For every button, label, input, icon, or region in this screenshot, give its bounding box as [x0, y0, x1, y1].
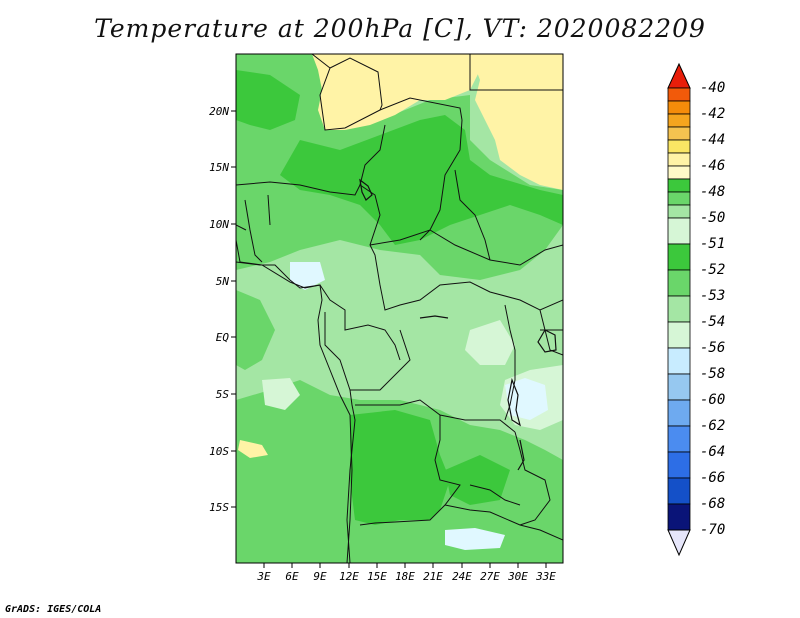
colorbar-label: -66 — [700, 470, 725, 486]
lon-label: 15E — [367, 570, 387, 583]
colorbar-label: -40 — [700, 80, 725, 96]
colorbar-segment — [667, 217, 691, 245]
colorbar-label: -42 — [700, 106, 725, 122]
colorbar-labels: -40 -42 -44 -46 -48 -50 -51 -52 -53 -54 … — [700, 80, 725, 538]
colorbar-segment — [667, 100, 691, 115]
colorbar-label: -64 — [700, 444, 725, 460]
colorbar-segment — [667, 269, 691, 297]
colorbar-segment — [667, 425, 691, 453]
colorbar-segment — [667, 321, 691, 349]
colorbar-label: -56 — [700, 340, 725, 356]
lat-label: 15S — [209, 501, 229, 514]
colorbar-segment — [667, 347, 691, 375]
colorbar-label: -46 — [700, 158, 725, 174]
grads-credit: GrADS: IGES/COLA — [5, 604, 102, 615]
colorbar-segment — [667, 477, 691, 505]
lat-label: 20N — [209, 105, 229, 118]
latitude-axis — [231, 110, 236, 508]
band-51-west — [236, 70, 300, 130]
colorbar-segment — [667, 178, 691, 193]
colorbar-segment — [667, 373, 691, 401]
colorbar-segment — [667, 295, 691, 323]
country-borders — [236, 54, 563, 563]
longitude-axis — [263, 563, 547, 568]
colorbar-segment — [667, 152, 691, 167]
lake-outlines — [359, 178, 557, 471]
lon-label: 3E — [256, 570, 271, 583]
lat-label: 5S — [216, 388, 230, 401]
colorbar-bottom-arrow — [667, 529, 691, 557]
colorbar-segment — [667, 204, 691, 219]
colorbar-segment — [667, 191, 691, 206]
colorbar — [667, 62, 691, 557]
lat-label: 15N — [209, 161, 229, 174]
band-56-south — [445, 528, 505, 550]
band-51-sahel — [280, 115, 563, 245]
colorbar-label: -53 — [700, 288, 725, 304]
lon-label: 30E — [507, 570, 528, 583]
lon-label: 12E — [339, 570, 359, 583]
band-56-guinea — [290, 262, 325, 290]
lon-label: 6E — [285, 570, 299, 583]
map-title: Temperature at 200hPa [C], VT: 202008220… — [94, 14, 706, 43]
lon-label: 21E — [423, 570, 443, 583]
band-54-southwest — [262, 378, 300, 410]
colorbar-label: -60 — [700, 392, 725, 408]
colorbar-segment — [667, 139, 691, 154]
colorbar-label: -52 — [700, 262, 725, 278]
lon-label: 27E — [480, 570, 500, 583]
lon-label: 9E — [313, 570, 327, 583]
colorbar-label: -54 — [700, 314, 725, 330]
longitude-labels: 3E 6E 9E 12E 15E 18E 21E 24E 27E 30E 33E — [256, 570, 556, 583]
colorbar-label: -70 — [700, 522, 725, 538]
lat-label: EQ — [216, 331, 230, 344]
band-51-angola — [350, 410, 450, 525]
colorbar-segment — [667, 243, 691, 271]
colorbar-top-arrow — [667, 62, 691, 89]
map-frame — [235, 53, 564, 564]
colorbar-label: -48 — [700, 184, 725, 200]
colorbar-label: -58 — [700, 366, 725, 382]
lat-label: 10N — [209, 218, 229, 231]
colorbar-segment — [667, 113, 691, 128]
colorbar-label: -62 — [700, 418, 725, 434]
band-50-northeast — [470, 54, 563, 190]
colorbar-segment — [667, 451, 691, 479]
lon-label: 33E — [535, 570, 556, 583]
colorbar-label: -68 — [700, 496, 725, 512]
colorbar-segment — [667, 126, 691, 141]
lon-label: 18E — [395, 570, 415, 583]
band-50-sw-dots — [238, 440, 268, 458]
band-52-west-coast — [236, 290, 275, 370]
temperature-field — [236, 54, 563, 563]
colorbar-segment — [667, 399, 691, 427]
lat-label: 10S — [209, 445, 229, 458]
lon-label: 24E — [452, 570, 472, 583]
band-54-central — [465, 320, 515, 365]
lat-label: 5N — [216, 275, 230, 288]
west-coastline — [236, 239, 353, 563]
colorbar-segment — [667, 165, 691, 180]
colorbar-segment — [667, 503, 691, 531]
colorbar-label: -44 — [700, 132, 725, 148]
colorbar-label: -51 — [700, 236, 725, 252]
colorbar-segment — [667, 87, 691, 102]
band-50-north — [312, 54, 480, 130]
latitude-labels: 20N 15N 10N 5N EQ 5S 10S 15S — [209, 105, 229, 514]
colorbar-label: -50 — [700, 210, 725, 226]
